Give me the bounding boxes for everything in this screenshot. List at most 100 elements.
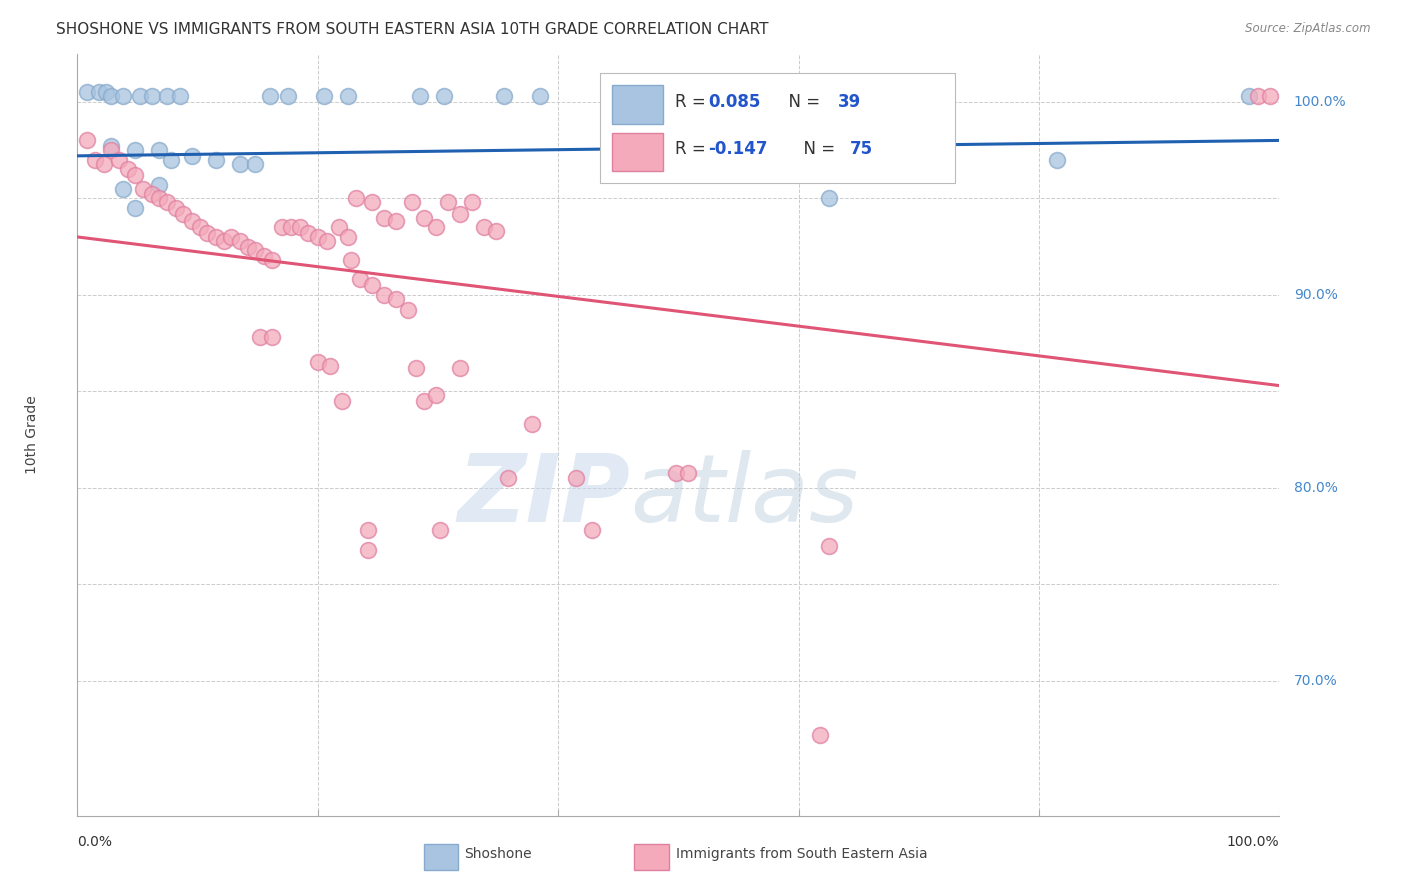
Point	[111, 182, 134, 196]
Point	[249, 330, 271, 344]
Point	[330, 394, 353, 409]
Point	[360, 195, 382, 210]
FancyBboxPatch shape	[612, 86, 662, 124]
Point	[111, 89, 134, 103]
Text: 80.0%: 80.0%	[1294, 481, 1337, 495]
Point	[148, 191, 170, 205]
Point	[600, 149, 623, 163]
Point	[93, 156, 115, 170]
Point	[84, 153, 107, 167]
Point	[117, 162, 139, 177]
Text: 39: 39	[838, 93, 862, 111]
Point	[429, 524, 451, 538]
Point	[425, 388, 447, 402]
Text: N =: N =	[793, 140, 839, 158]
Point	[236, 239, 259, 253]
Point	[307, 230, 329, 244]
Point	[817, 539, 839, 553]
Point	[96, 85, 118, 99]
Point	[385, 214, 408, 228]
Point	[288, 220, 311, 235]
Point	[76, 133, 98, 147]
Point	[108, 153, 131, 167]
Point	[401, 195, 423, 210]
Point	[307, 355, 329, 369]
Point	[357, 524, 380, 538]
Point	[806, 162, 828, 177]
Point	[148, 143, 170, 157]
Point	[228, 156, 250, 170]
Point	[124, 201, 146, 215]
Text: 90.0%: 90.0%	[1294, 288, 1337, 301]
Text: Shoshone: Shoshone	[464, 847, 531, 862]
Text: R =: R =	[675, 93, 711, 111]
Point	[1247, 89, 1270, 103]
Point	[581, 524, 603, 538]
Point	[412, 394, 434, 409]
Text: 100.0%: 100.0%	[1294, 95, 1347, 109]
Point	[160, 153, 183, 167]
Point	[449, 207, 471, 221]
FancyBboxPatch shape	[423, 844, 458, 870]
Text: Immigrants from South Eastern Asia: Immigrants from South Eastern Asia	[676, 847, 928, 862]
Point	[141, 89, 163, 103]
Point	[132, 182, 155, 196]
Point	[195, 226, 218, 240]
Point	[357, 542, 380, 557]
Text: 0.085: 0.085	[709, 93, 761, 111]
Point	[253, 249, 276, 263]
Point	[312, 89, 335, 103]
Point	[228, 234, 250, 248]
Text: N =: N =	[778, 93, 825, 111]
Text: 75: 75	[851, 140, 873, 158]
Point	[676, 466, 699, 480]
FancyBboxPatch shape	[612, 133, 662, 171]
Text: ZIP: ZIP	[457, 450, 630, 541]
Text: Source: ZipAtlas.com: Source: ZipAtlas.com	[1246, 22, 1371, 36]
Point	[565, 471, 588, 485]
Point	[425, 220, 447, 235]
Point	[373, 288, 395, 302]
Point	[436, 195, 458, 210]
Point	[100, 143, 122, 157]
Point	[124, 168, 146, 182]
Point	[412, 211, 434, 225]
Point	[520, 417, 543, 432]
Point	[245, 156, 267, 170]
Point	[373, 211, 395, 225]
Point	[344, 191, 367, 205]
Point	[262, 330, 284, 344]
Point	[496, 471, 519, 485]
Text: atlas: atlas	[630, 450, 859, 541]
Point	[405, 361, 427, 376]
Point	[665, 466, 688, 480]
Point	[204, 230, 226, 244]
Point	[396, 303, 419, 318]
Point	[449, 361, 471, 376]
Point	[204, 153, 226, 167]
Text: 100.0%: 100.0%	[1227, 835, 1279, 849]
Point	[1258, 89, 1281, 103]
Point	[277, 89, 299, 103]
Point	[100, 139, 122, 153]
Point	[165, 201, 187, 215]
Point	[262, 253, 284, 268]
Point	[485, 224, 508, 238]
Point	[460, 195, 482, 210]
Point	[270, 220, 292, 235]
Point	[128, 89, 150, 103]
Point	[169, 89, 191, 103]
Point	[156, 195, 179, 210]
Point	[1239, 89, 1261, 103]
Point	[280, 220, 302, 235]
Point	[141, 187, 163, 202]
Point	[188, 220, 211, 235]
Point	[100, 89, 122, 103]
Point	[385, 292, 408, 306]
Point	[316, 234, 339, 248]
Point	[172, 207, 194, 221]
Point	[156, 89, 179, 103]
Point	[409, 89, 432, 103]
Text: -0.147: -0.147	[709, 140, 768, 158]
Point	[245, 244, 267, 258]
